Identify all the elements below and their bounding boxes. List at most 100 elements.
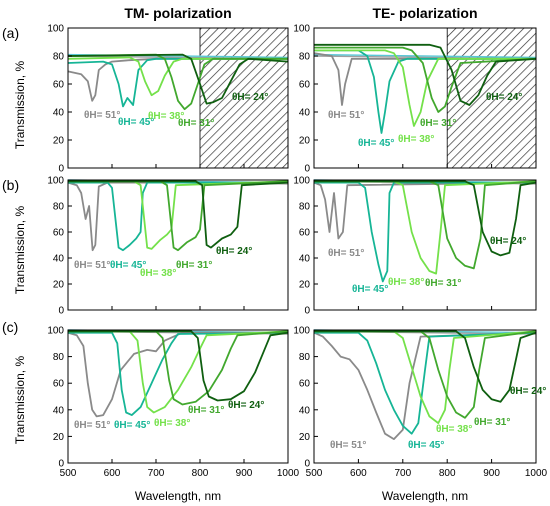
series-line-38: [314, 180, 537, 275]
series-label-31: θH= 31°: [188, 405, 224, 416]
series-label-31: θH= 31°: [420, 118, 456, 129]
ytick-label: 20: [53, 136, 65, 147]
ytick-label: 20: [53, 280, 65, 291]
series-label-45: θH= 45°: [352, 284, 388, 295]
ytick-label: 60: [53, 379, 65, 390]
panel-1: 0 20 40 60 80 100 θH= 51° θH= 45° θH= 38° θH= 31°…: [293, 24, 537, 175]
series-line-45: [314, 181, 536, 283]
xtick-label: 600: [350, 468, 367, 479]
plot-frame: [67, 179, 289, 311]
series-line-51: [67, 57, 288, 102]
ylabel-row-a: Transmission, %: [13, 61, 27, 150]
ytick-label: 0: [304, 459, 310, 470]
series-line-38: [314, 49, 536, 127]
ytick-label: 80: [299, 202, 311, 213]
ytick-label: 80: [53, 52, 65, 63]
ytick-label: 100: [293, 176, 310, 187]
xtick-label: 1000: [525, 468, 548, 479]
ytick-label: 100: [47, 24, 64, 35]
ytick-label: 20: [299, 280, 311, 291]
series-label-24: θH= 24°: [232, 92, 268, 103]
xtick-label: 500: [306, 468, 323, 479]
series-line-51: [313, 181, 537, 240]
xtick-label: 500: [60, 468, 77, 479]
series-line-45: [314, 49, 536, 134]
series-line-24: [314, 43, 537, 106]
series-line-38: [68, 180, 289, 250]
series-label-38: θH= 38°: [436, 424, 472, 435]
series-line-24: [314, 180, 537, 257]
series-line-38: [67, 56, 288, 97]
ytick-label: 60: [53, 80, 65, 91]
xtick-label: 700: [394, 468, 411, 479]
ylabel-row-c: Transmission, %: [13, 356, 27, 445]
plot-frame: [313, 329, 537, 464]
ytick-label: 60: [299, 228, 311, 239]
series-label-51: θH= 51°: [74, 260, 110, 271]
xtick-label: 800: [439, 468, 456, 479]
series-line-51: [67, 181, 288, 252]
series-label-38: θH= 38°: [398, 134, 434, 145]
series-line-38: [314, 330, 537, 425]
series-line-31: [314, 46, 537, 113]
plot-frame: [67, 27, 289, 169]
ytick-label: 60: [53, 228, 65, 239]
ytick-label: 40: [299, 108, 311, 119]
row-label-b: (b): [2, 177, 19, 193]
row-label-c: (c): [2, 319, 18, 335]
ytick-label: 0: [304, 306, 310, 317]
ytick-label: 40: [53, 108, 65, 119]
ytick-label: 40: [299, 254, 311, 265]
series-label-45: θH= 45°: [114, 420, 150, 431]
xlabel-tm: Wavelength, nm: [135, 489, 221, 503]
series-label-38: θH= 38°: [140, 268, 176, 279]
series-line-24: [68, 330, 289, 402]
xtick-label: 900: [483, 468, 500, 479]
xtick-label: 1000: [277, 468, 300, 479]
ytick-label: 100: [293, 24, 310, 35]
series-line-51: [313, 331, 537, 441]
ytick-label: 40: [53, 254, 65, 265]
series-line-51: [313, 52, 536, 106]
ytick-label: 60: [299, 379, 311, 390]
xtick-label: 900: [236, 468, 253, 479]
series-line-51: [67, 331, 288, 418]
hatched-region: [199, 27, 289, 169]
ytick-label: 100: [47, 326, 64, 337]
column-title-te: TE- polarization: [373, 5, 478, 21]
ytick-label: 80: [299, 52, 311, 63]
series-label-51: θH= 51°: [328, 248, 364, 259]
series-label-24: θH= 24°: [216, 246, 252, 257]
panel-3: 0 20 40 60 80 100 θH= 51° θH= 45°θH= 38° θH= 31°…: [293, 176, 537, 317]
series-line-31: [314, 180, 537, 270]
series-label-38: θH= 38°: [388, 277, 424, 288]
series-label-51: θH= 51°: [84, 110, 120, 121]
series-label-45: θH= 45°: [110, 260, 146, 271]
ylabel-row-b: Transmission, %: [13, 206, 27, 295]
plot-frame: [67, 329, 289, 464]
series-label-24: θH= 24°: [490, 236, 526, 247]
panel-4: 0 20 40 60 80 100 500 600 700 800 900 1000 θH= 51° θH…: [47, 326, 299, 480]
plot-frame: [313, 179, 537, 311]
series-label-51: θH= 51°: [328, 110, 364, 121]
ytick-label: 40: [53, 405, 65, 416]
ytick-label: 0: [304, 164, 310, 175]
ytick-label: 80: [53, 352, 65, 363]
series-line-31: [67, 53, 288, 111]
series-line-24: [68, 180, 289, 249]
reference-line-cyan: [313, 53, 537, 59]
row-label-a: (a): [2, 25, 19, 41]
series-label-31: θH= 31°: [178, 118, 214, 129]
ytick-label: 20: [299, 432, 311, 443]
panel-2: 0 20 40 60 80 100 θH= 51° θH= 45°θH= 38°θH= 31°…: [47, 176, 289, 317]
ytick-label: 0: [58, 459, 64, 470]
series-label-24: θH= 24°: [510, 386, 546, 397]
plot-frame: [313, 27, 537, 169]
panel-5: 0 20 40 60 80 100 500 600 700 800 900 1000 θH= 51° θH…: [293, 326, 547, 480]
series-label-51: θH= 51°: [74, 420, 110, 431]
series-line-24: [314, 330, 537, 403]
ytick-label: 20: [53, 432, 65, 443]
series-line-45: [314, 331, 537, 435]
series-label-38: θH= 38°: [154, 418, 190, 429]
